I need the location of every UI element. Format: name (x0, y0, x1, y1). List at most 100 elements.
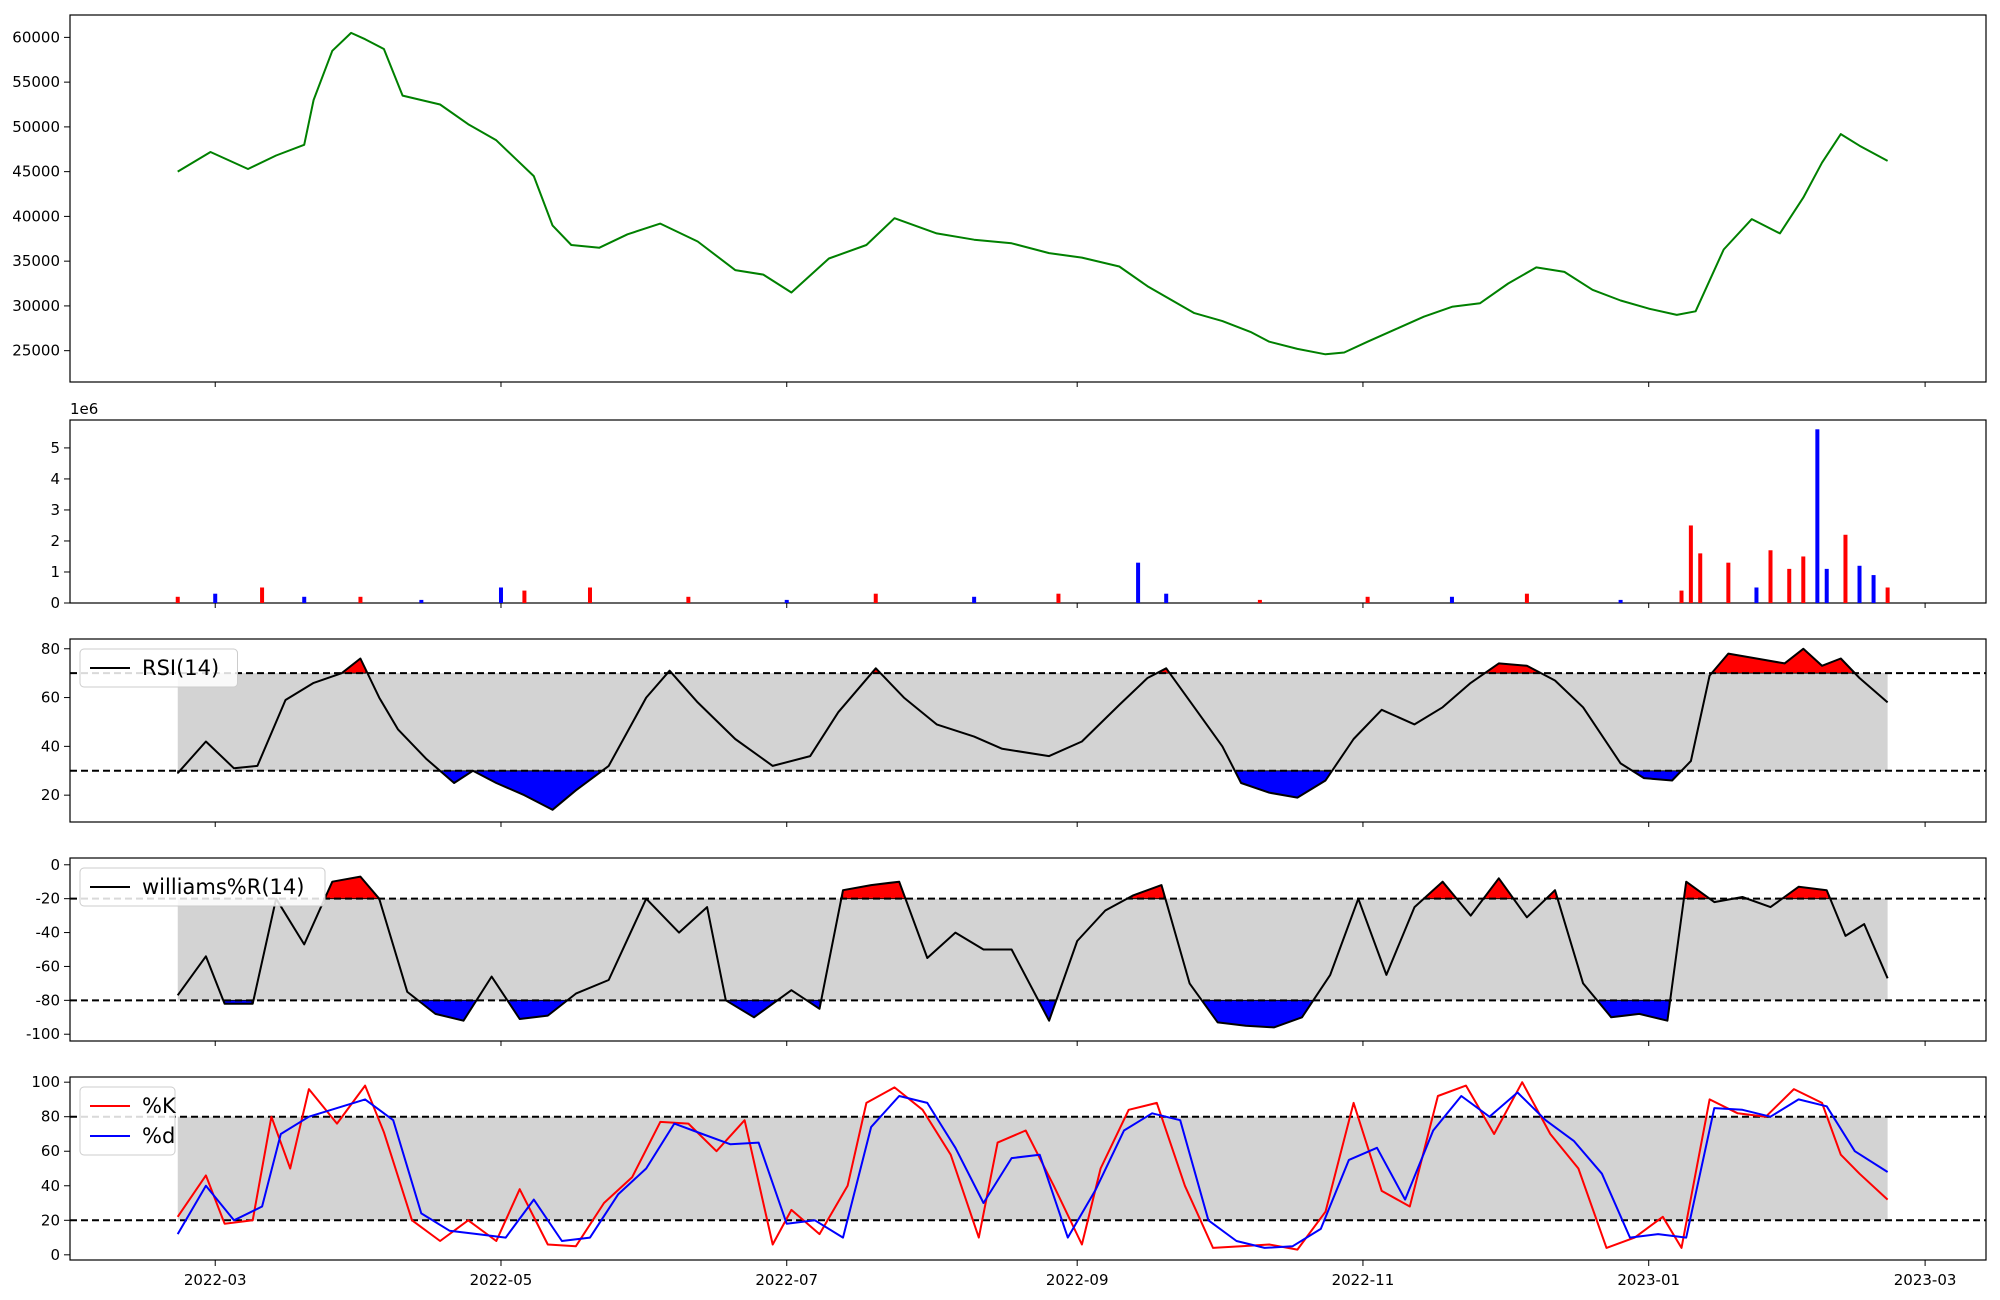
y-tick-label: 35000 (12, 252, 60, 270)
volume-bar (522, 590, 527, 603)
volume-bar (302, 596, 307, 603)
y-tick-label: -60 (36, 957, 61, 975)
x-tick-label: 2023-01 (1617, 1271, 1680, 1289)
rsi-line (176, 647, 1889, 811)
rsi-panel: 20 40 60 80 RSI(14) (41, 638, 1987, 827)
volume-bar (175, 596, 180, 603)
williams-overbought-area (1127, 885, 1165, 900)
y-tick-label: 60 (41, 689, 60, 707)
y-tick-label: 5 (50, 439, 60, 457)
rsi-oversold-area (1235, 770, 1332, 798)
volume-bar (1726, 562, 1731, 603)
y-tick-label: 50000 (12, 118, 60, 136)
stochastic-neutral-band (177, 1116, 1888, 1221)
williams-overbought-area (1484, 878, 1514, 900)
volume-bar (1679, 590, 1684, 603)
y-tick-label: 20 (41, 786, 60, 804)
stochastic-legend (79, 1086, 176, 1156)
williams-panel: -100 -80 -60 -40 -20 0 williams%R(14) (26, 856, 1987, 1046)
volume-bar (587, 587, 592, 603)
volume-bar (1164, 593, 1169, 603)
y-tick-label: -20 (36, 890, 61, 908)
y-tick-label: 30000 (12, 297, 60, 315)
y-tick-label: 40 (41, 737, 60, 755)
rsi-neutral-band (177, 673, 1888, 771)
volume-bar (1698, 553, 1703, 603)
volume-bar (1754, 587, 1759, 603)
y-tick-label: 25000 (12, 342, 60, 360)
volume-bar (1257, 599, 1262, 603)
y-tick-label: 2 (50, 532, 60, 550)
volume-bar (1688, 525, 1693, 603)
y-tick-label: 80 (41, 1108, 60, 1126)
x-tick-label: 2022-03 (184, 1271, 247, 1289)
volume-offset-label: 1e6 (70, 400, 98, 418)
volume-bar (358, 596, 363, 603)
volume-bar (1871, 575, 1876, 603)
volume-bar (1524, 593, 1529, 603)
volume-bar (260, 587, 265, 603)
volume-bar (784, 599, 789, 603)
y-tick-label: 60000 (12, 28, 60, 46)
y-tick-label: 0 (50, 856, 60, 874)
williams-oversold-area (808, 999, 821, 1009)
stochastic-panel: 0 20 40 60 80 100 %K %d 2022-03 2022-05 2022-07 202… (31, 1073, 1987, 1289)
williams-legend (79, 867, 326, 907)
y-tick-label: 1 (50, 563, 60, 581)
x-tick-label: 2022-07 (755, 1271, 818, 1289)
y-tick-label: 40 (41, 1177, 60, 1195)
y-tick-label: 45000 (12, 163, 60, 181)
y-tick-label: 0 (50, 1246, 60, 1264)
volume-panel: 0 1 2 3 4 5 1e6 (50, 400, 1987, 612)
williams-neutral-band (177, 898, 1888, 1001)
y-tick-label: 80 (41, 640, 60, 658)
y-tick-label: 0 (50, 594, 60, 612)
y-tick-label: 60 (41, 1142, 60, 1160)
price-panel: 25000 30000 35000 40000 45000 50000 55000 60000 (12, 14, 1987, 387)
rsi-legend-label: RSI(14) (142, 656, 219, 680)
volume-bar (1801, 556, 1806, 603)
williams-oversold-area (726, 999, 777, 1018)
y-tick-label: 100 (31, 1073, 60, 1091)
volume-bar (213, 593, 218, 603)
stochastic-k-line (176, 1081, 1889, 1251)
volume-bar (1815, 429, 1820, 603)
volume-bar (1618, 599, 1623, 603)
williams-frame (69, 857, 1987, 1042)
volume-bar (1056, 593, 1061, 603)
stochastic-legend-label: %K (142, 1094, 177, 1118)
volume-bar (686, 596, 691, 603)
volume-bar (1365, 596, 1370, 603)
x-tick-label: 2023-03 (1894, 1271, 1957, 1289)
volume-bar (873, 593, 878, 603)
volume-bar (1136, 562, 1141, 603)
y-tick-label: -100 (26, 1025, 60, 1043)
volume-bar (419, 599, 424, 603)
y-tick-label: 20 (41, 1211, 60, 1229)
y-tick-label: 55000 (12, 73, 60, 91)
rsi-frame (69, 638, 1987, 823)
volume-bar (1843, 534, 1848, 603)
williams-line (176, 875, 1889, 1029)
y-tick-label: -40 (36, 924, 61, 942)
volume-bar (1885, 587, 1890, 603)
stochastic-legend-label: %d (142, 1124, 175, 1148)
volume-bar (498, 587, 503, 603)
x-tick-label: 2022-09 (1046, 1271, 1109, 1289)
rsi-legend (79, 648, 238, 688)
price-line (177, 31, 1889, 356)
volume-bar (972, 596, 977, 603)
volume-bar (1787, 568, 1792, 603)
stochastic-d-line (176, 1091, 1889, 1249)
volume-bar (1857, 565, 1862, 603)
volume-frame (69, 419, 1987, 604)
y-tick-label: 4 (50, 470, 60, 488)
y-tick-label: 40000 (12, 207, 60, 225)
stochastic-frame (69, 1076, 1987, 1261)
volume-bar (1768, 550, 1773, 603)
volume-bar (1449, 596, 1454, 603)
y-tick-label: 3 (50, 501, 60, 519)
williams-legend-label: williams%R(14) (142, 875, 304, 899)
x-tick-label: 2022-11 (1332, 1271, 1395, 1289)
